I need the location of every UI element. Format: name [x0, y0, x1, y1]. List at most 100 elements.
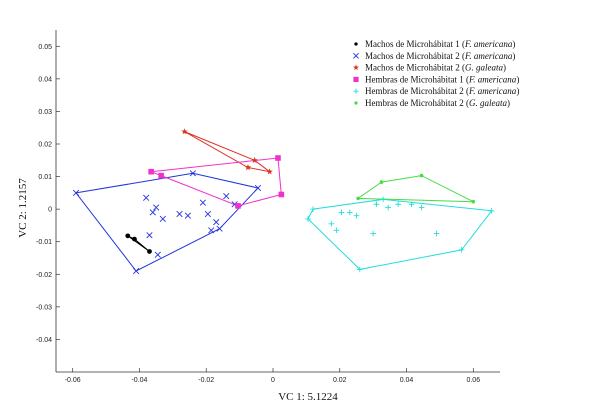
point-plus — [353, 88, 359, 94]
point-square — [148, 168, 154, 175]
data-point — [254, 184, 262, 192]
data-point — [158, 172, 164, 179]
data-point — [184, 212, 191, 219]
x-tick-label: 0 — [271, 377, 275, 384]
point-x — [153, 204, 160, 211]
point-x — [154, 251, 161, 258]
point-dot — [125, 233, 131, 239]
data-point — [346, 209, 353, 216]
legend-item: Machos de Microhábitat 1 (F. americana) — [354, 39, 515, 49]
data-point — [189, 170, 196, 177]
data-point — [176, 210, 183, 218]
point-plus — [385, 204, 391, 211]
point-square — [275, 155, 281, 161]
point-star — [251, 156, 258, 163]
data-point — [418, 204, 425, 211]
data-point — [132, 236, 137, 242]
data-point — [353, 64, 359, 71]
hull-polygon — [75, 172, 259, 272]
data-point — [148, 168, 154, 175]
point-x — [213, 219, 220, 226]
y-tick-label: -0.03 — [36, 304, 52, 311]
data-point — [146, 232, 153, 239]
data-point — [153, 204, 160, 211]
point-plus — [380, 196, 386, 203]
point-star — [244, 164, 252, 171]
legend-label: Hembras de Microhábitat 2 (G. galeata) — [365, 98, 510, 108]
x-tick-label: 0.02 — [333, 377, 347, 384]
hull-polygon — [127, 235, 150, 252]
data-point — [333, 227, 340, 234]
x-tick-label: 0.04 — [400, 377, 414, 384]
point-plus — [338, 209, 345, 216]
point-plus — [408, 201, 415, 208]
point-x — [199, 199, 207, 206]
data-point — [143, 194, 150, 201]
point-x — [143, 194, 150, 201]
point-star — [266, 168, 273, 175]
data-point — [419, 173, 424, 178]
point-plus — [433, 230, 440, 237]
data-point — [354, 42, 358, 46]
legend-label: Machos de Microhábitat 1 (F. americana) — [365, 39, 515, 49]
legend-item: Hembras de Microhábitat 2 (G. galeata) — [354, 98, 510, 108]
y-tick-label: 0 — [48, 207, 52, 214]
legend-item: Hembras de Microhábitat 2 (F. americana) — [353, 86, 519, 96]
legend-label: Machos de Microhábitat 2 (G. galeata) — [365, 63, 506, 73]
data-point — [373, 201, 380, 208]
data-point — [244, 164, 252, 171]
x-tick-label: -0.02 — [198, 377, 214, 384]
data-point — [305, 216, 311, 222]
data-point — [154, 251, 161, 258]
point-plus — [310, 206, 316, 212]
legend-item: Machos de Microhábitat 2 (F. americana) — [353, 51, 515, 61]
data-point — [278, 191, 285, 198]
point-dot — [354, 42, 358, 46]
point-plus — [370, 230, 376, 237]
y-tick-label: 0.05 — [38, 44, 52, 51]
data-point — [266, 168, 273, 175]
data-point — [458, 247, 465, 253]
axes: -0.06 -0.04 -0.02 0 0.02 0.04 0.06 0.05 0.04 0.03… — [36, 30, 500, 384]
point-dot — [379, 180, 384, 184]
point-dot — [132, 236, 137, 242]
point-x — [133, 267, 140, 275]
point-x — [176, 210, 183, 218]
point-plus — [305, 216, 311, 222]
data-point — [149, 209, 156, 216]
point-star — [181, 128, 188, 135]
y-tick-label: -0.02 — [36, 272, 52, 279]
point-dot — [356, 196, 360, 201]
data-point — [408, 201, 415, 208]
data-point — [147, 249, 152, 254]
point-x — [204, 210, 212, 218]
point-plus — [395, 201, 401, 208]
point-plus — [328, 221, 335, 227]
point-x — [223, 192, 230, 200]
point-square — [353, 76, 359, 82]
data-point — [72, 189, 80, 196]
point-square — [158, 172, 164, 179]
point-dot — [419, 173, 424, 178]
point-dot — [471, 199, 476, 204]
point-x — [254, 184, 262, 192]
data-point — [353, 52, 359, 59]
point-x — [159, 215, 166, 223]
point-dot — [147, 249, 152, 254]
data-point — [356, 196, 360, 201]
y-axis-label: VC 2: 1.2157 — [17, 178, 29, 238]
data-points — [72, 128, 495, 275]
point-square — [235, 203, 241, 209]
legend: Machos de Microhábitat 1 (F. americana) M… — [353, 39, 519, 108]
data-point — [125, 233, 131, 239]
legend-item: Hembras de Microhábitat 1 (F. americana) — [353, 74, 519, 84]
point-plus — [346, 209, 353, 216]
point-x — [146, 232, 153, 239]
data-point — [223, 192, 230, 200]
point-x — [184, 212, 191, 219]
point-plus — [418, 204, 425, 211]
point-plus — [373, 201, 380, 208]
x-tick-label: -0.04 — [131, 377, 147, 384]
data-point — [488, 207, 495, 214]
